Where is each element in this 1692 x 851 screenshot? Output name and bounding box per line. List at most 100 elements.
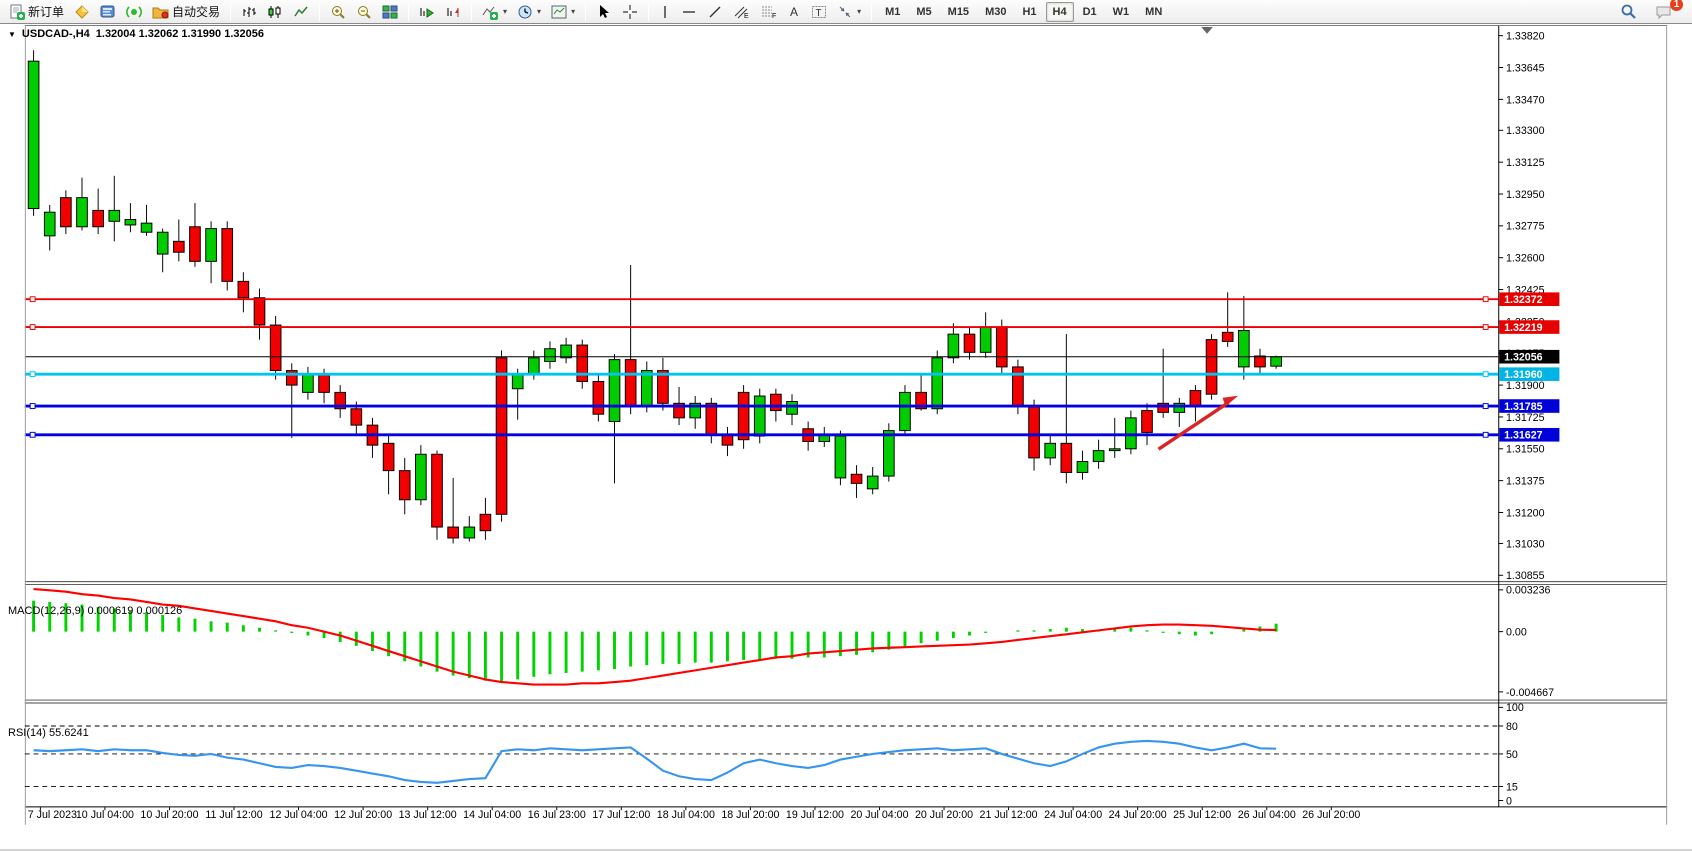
time-axis-label[interactable]: 20 Jul 20:00	[915, 809, 973, 821]
time-axis-label[interactable]: 10 Jul 20:00	[140, 809, 198, 821]
candle-body	[737, 391, 750, 441]
text-tool[interactable]: A	[782, 1, 806, 23]
price-badge[interactable]	[1499, 399, 1560, 413]
bar-chart-button[interactable]	[236, 1, 262, 23]
price-axis-label: 1.33125	[1506, 157, 1545, 169]
trendline-tool[interactable]	[702, 1, 728, 23]
auto-scroll-button[interactable]	[414, 1, 440, 23]
chevron-down-icon: ▾	[503, 7, 508, 16]
time-axis-label[interactable]: 11 Jul 12:00	[205, 809, 262, 821]
candle-body	[156, 231, 169, 255]
price-badge[interactable]	[1499, 320, 1560, 334]
candle-body	[285, 370, 298, 386]
line-end-marker	[1482, 324, 1489, 330]
time-axis-label[interactable]: 13 Jul 12:00	[399, 809, 457, 821]
price-badge[interactable]	[1499, 367, 1560, 381]
autotrading-icon	[152, 4, 169, 20]
time-axis-label[interactable]: 18 Jul 20:00	[721, 809, 779, 821]
time-axis-label[interactable]: 17 Jul 12:00	[592, 809, 650, 821]
text-label-icon: T	[811, 4, 827, 20]
time-axis-label[interactable]: 10 Jul 04:00	[76, 809, 134, 821]
tile-windows-button[interactable]	[377, 1, 403, 23]
candle-body	[657, 370, 669, 404]
time-axis-label[interactable]: 12 Jul 20:00	[334, 809, 392, 821]
timeframe-H1[interactable]: H1	[1022, 5, 1037, 18]
candle-body	[979, 326, 992, 353]
candlestick-chart-button[interactable]	[262, 1, 288, 23]
equidistant-channel-tool[interactable]: E	[728, 1, 755, 23]
new-order-icon	[9, 4, 25, 20]
indicators-button[interactable]: ▾	[477, 1, 512, 23]
text-label-tool[interactable]: T	[806, 1, 832, 23]
candle-body	[511, 373, 524, 390]
cursor-tool-button[interactable]	[591, 1, 617, 23]
vertical-line-icon	[659, 4, 671, 20]
candle-body	[608, 359, 621, 422]
time-axis-label[interactable]: 16 Jul 23:00	[528, 809, 586, 821]
chart-ohlc-values: 1.32004 1.32062 1.31990 1.32056	[95, 28, 264, 40]
timeframe-H4[interactable]: H4	[1045, 1, 1074, 22]
candle-body	[398, 470, 411, 501]
macd-signal-line	[33, 587, 1277, 686]
arrow-annotation-line	[1157, 401, 1230, 451]
rsi-axis-label: 0	[1506, 795, 1512, 807]
zoom-in-icon	[330, 4, 346, 20]
zoom-out-button[interactable]	[351, 1, 377, 23]
chart-window[interactable]: ▼ USDCAD-,H4 1.32004 1.32062 1.31990 1.3…	[0, 25, 1692, 851]
signals-button[interactable]	[121, 1, 147, 23]
price-badge[interactable]	[1499, 349, 1560, 364]
crosshair-tool-button[interactable]	[617, 1, 643, 23]
price-badge[interactable]	[1499, 292, 1560, 306]
vertical-line-tool[interactable]	[654, 1, 676, 23]
timeframe-D1[interactable]: D1	[1082, 5, 1097, 18]
timeframe-M15[interactable]: M15	[947, 5, 970, 18]
arrows-tool[interactable]: ▾	[832, 1, 866, 23]
autotrading-button[interactable]: 自动交易	[147, 1, 225, 23]
time-axis-label[interactable]: 7 Jul 2023	[28, 809, 77, 821]
candle-body	[931, 357, 944, 410]
price-axis-label: 1.32775	[1506, 221, 1545, 233]
time-axis-label[interactable]: 26 Jul 20:00	[1302, 809, 1360, 821]
candle-body	[560, 344, 572, 359]
chart-shift-marker[interactable]	[1201, 26, 1213, 34]
auto-scroll-icon	[419, 4, 435, 20]
timeframe-M5[interactable]: M5	[916, 5, 932, 18]
candle-body	[60, 197, 72, 228]
time-axis-label[interactable]: 19 Jul 12:00	[786, 809, 844, 821]
templates-button[interactable]: ▾	[546, 1, 580, 23]
candle-body	[705, 402, 718, 435]
time-axis-label[interactable]: 26 Jul 04:00	[1238, 809, 1296, 821]
time-axis-label[interactable]: 21 Jul 12:00	[980, 809, 1038, 821]
zoom-in-button[interactable]	[325, 1, 351, 23]
horizontal-line-tool[interactable]	[676, 1, 702, 23]
candle-body	[592, 380, 605, 415]
toolbar-separator	[585, 2, 587, 21]
rsi-axis-label: 100	[1506, 702, 1524, 714]
notifications-button[interactable]: 1	[1650, 0, 1683, 23]
candle-body	[753, 395, 766, 437]
collapse-triangle-icon[interactable]: ▼	[8, 29, 16, 39]
new-order-button[interactable]: 新订单	[4, 1, 69, 23]
line-chart-button[interactable]	[288, 1, 314, 23]
fibonacci-tool[interactable]: F	[755, 1, 782, 23]
market-watch-button[interactable]	[69, 1, 95, 23]
time-axis-label[interactable]: 12 Jul 04:00	[270, 809, 328, 821]
price-badge[interactable]	[1499, 427, 1560, 442]
candle-body	[43, 211, 56, 237]
time-axis-label[interactable]: 24 Jul 04:00	[1044, 809, 1102, 821]
timeframe-M30[interactable]: M30	[985, 5, 1007, 18]
timeframe-M1[interactable]: M1	[885, 5, 901, 18]
periods-button[interactable]: ▾	[512, 1, 546, 23]
time-axis-label[interactable]: 24 Jul 20:00	[1109, 809, 1167, 821]
candle-body	[334, 391, 347, 410]
time-axis-label[interactable]: 18 Jul 04:00	[657, 809, 715, 821]
timeframe-MN[interactable]: MN	[1145, 5, 1163, 18]
timeframe-W1[interactable]: W1	[1112, 5, 1130, 18]
time-axis-label[interactable]: 25 Jul 12:00	[1173, 809, 1231, 821]
chart-shift-button[interactable]	[440, 1, 466, 23]
time-axis-label[interactable]: 14 Jul 04:00	[463, 809, 521, 821]
search-button[interactable]	[1615, 1, 1642, 23]
time-axis-label[interactable]: 20 Jul 04:00	[850, 809, 908, 821]
data-window-button[interactable]	[95, 1, 121, 23]
chart-canvas[interactable]: 1.33820 1.33645 1.33470 1.33300 1.33125 1.329…	[0, 25, 1692, 851]
